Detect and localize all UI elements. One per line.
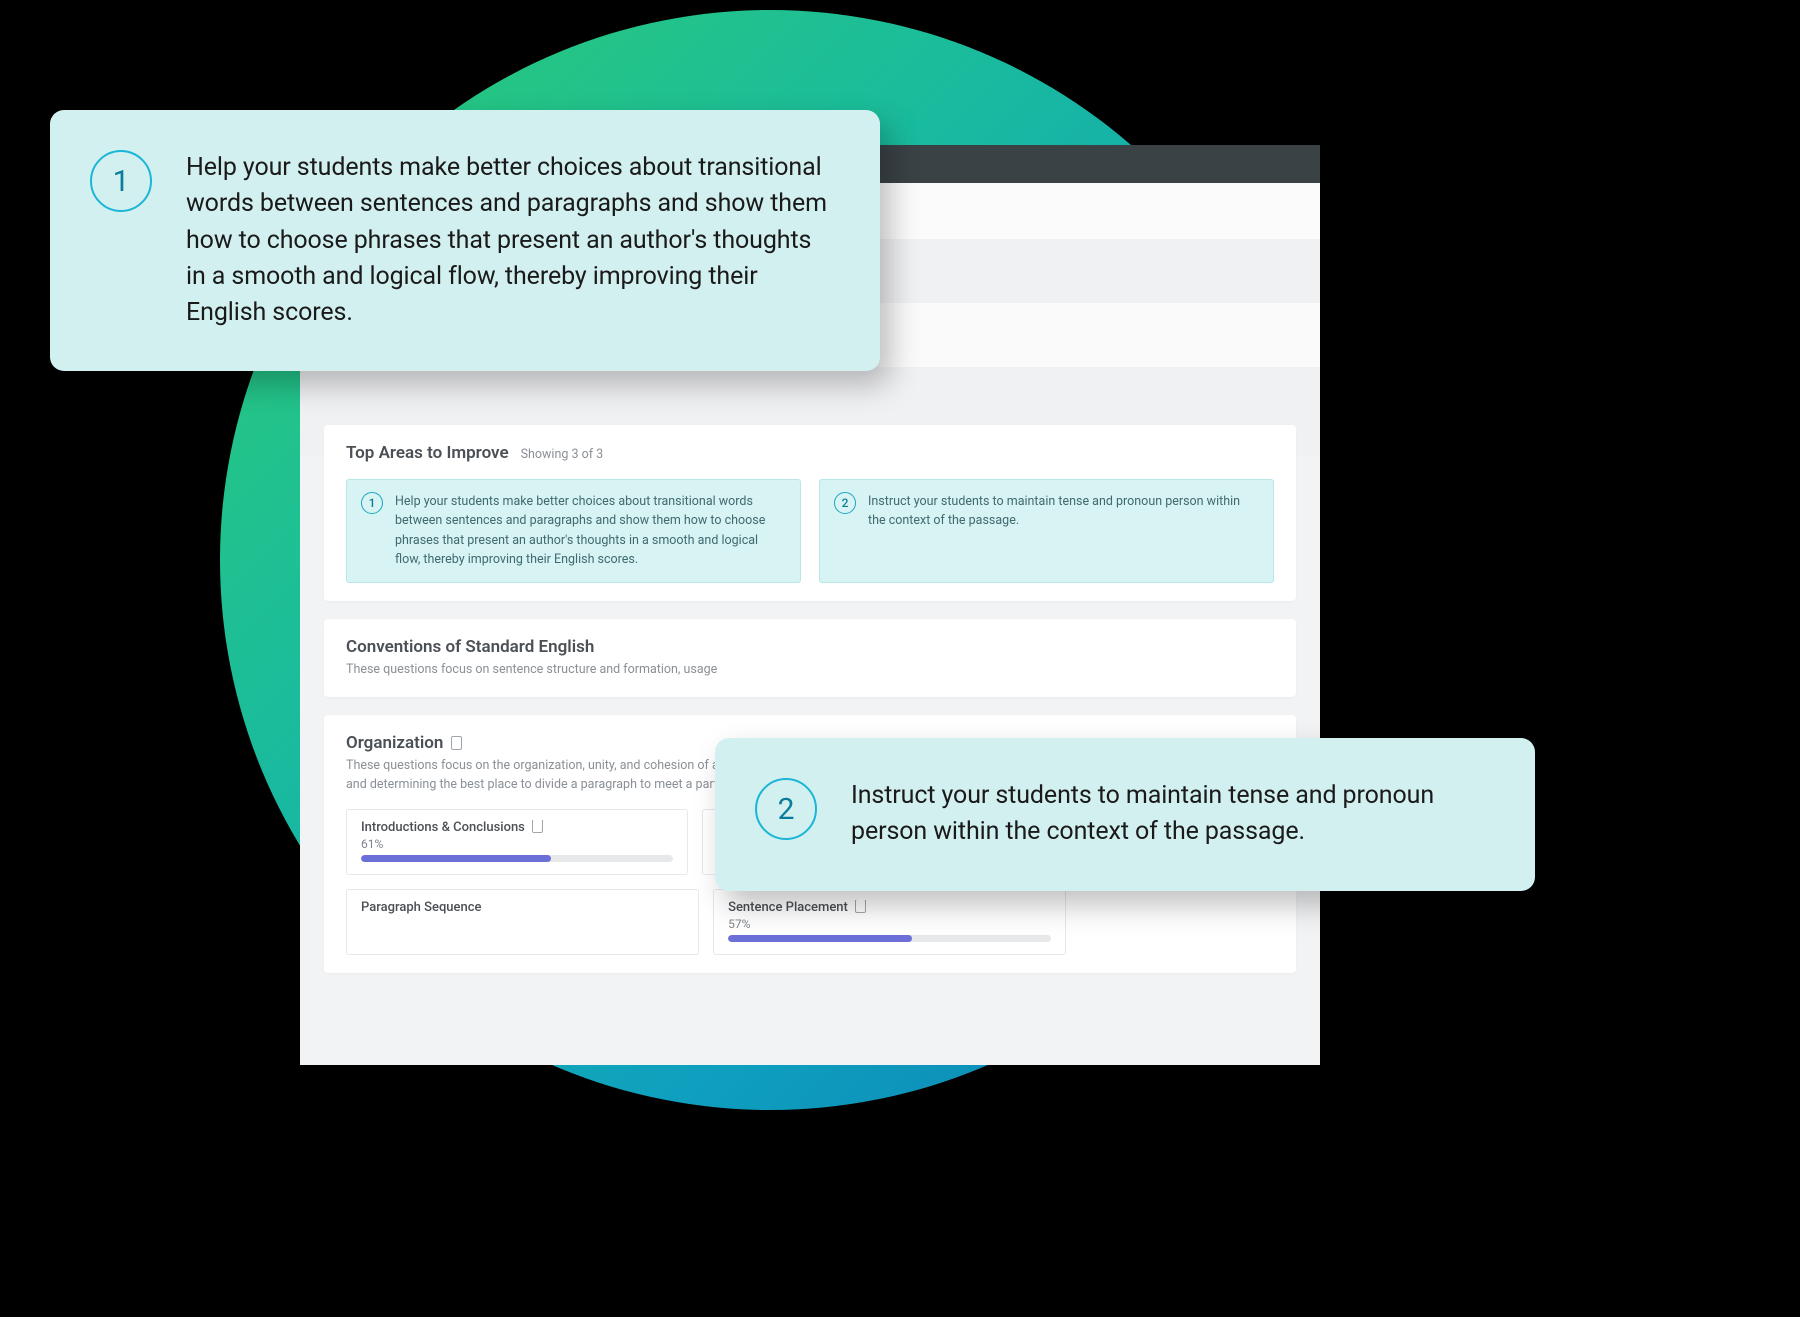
callout-badge: 1 bbox=[90, 150, 152, 212]
improve-badge: 1 bbox=[361, 492, 383, 514]
metric-bar bbox=[728, 935, 1051, 942]
metric-pct: 57% bbox=[728, 917, 1051, 931]
improve-badge: 2 bbox=[834, 492, 856, 514]
metric-label: Sentence Placement bbox=[728, 900, 848, 915]
callout-badge: 2 bbox=[755, 778, 817, 840]
metric-bar bbox=[361, 855, 673, 862]
metric-box[interactable]: Sentence Placement 57% bbox=[713, 889, 1066, 955]
callout-text: Help your students make better choices a… bbox=[186, 150, 832, 331]
metric-label: Paragraph Sequence bbox=[361, 900, 481, 915]
improve-item[interactable]: 1 Help your students make better choices… bbox=[346, 479, 801, 583]
improve-text: Help your students make better choices a… bbox=[395, 492, 786, 570]
conventions-card: Conventions of Standard English These qu… bbox=[324, 619, 1296, 698]
conventions-title: Conventions of Standard English bbox=[346, 637, 1274, 657]
metric-label: Introductions & Conclusions bbox=[361, 820, 525, 835]
callout-popup-1: 1 Help your students make better choices… bbox=[50, 110, 880, 371]
doc-icon bbox=[532, 820, 543, 834]
doc-icon bbox=[451, 736, 462, 750]
improve-item[interactable]: 2 Instruct your students to maintain ten… bbox=[819, 479, 1274, 583]
top-areas-card: Top Areas to Improve Showing 3 of 3 1 He… bbox=[324, 425, 1296, 601]
callout-text: Instruct your students to maintain tense… bbox=[851, 778, 1487, 851]
callout-popup-2: 2 Instruct your students to maintain ten… bbox=[715, 738, 1535, 891]
improve-text: Instruct your students to maintain tense… bbox=[868, 492, 1259, 531]
top-areas-title: Top Areas to Improve bbox=[346, 443, 509, 463]
metric-box[interactable]: Introductions & Conclusions 61% bbox=[346, 809, 688, 875]
metric-pct: 61% bbox=[361, 837, 673, 851]
top-areas-showing: Showing 3 of 3 bbox=[521, 447, 604, 462]
metric-box[interactable]: Paragraph Sequence bbox=[346, 889, 699, 955]
conventions-desc: These questions focus on sentence struct… bbox=[346, 661, 1274, 680]
organization-title: Organization bbox=[346, 733, 443, 753]
doc-icon bbox=[855, 900, 866, 914]
stage: Top Areas to Improve Showing 3 of 3 1 He… bbox=[0, 0, 1800, 1317]
